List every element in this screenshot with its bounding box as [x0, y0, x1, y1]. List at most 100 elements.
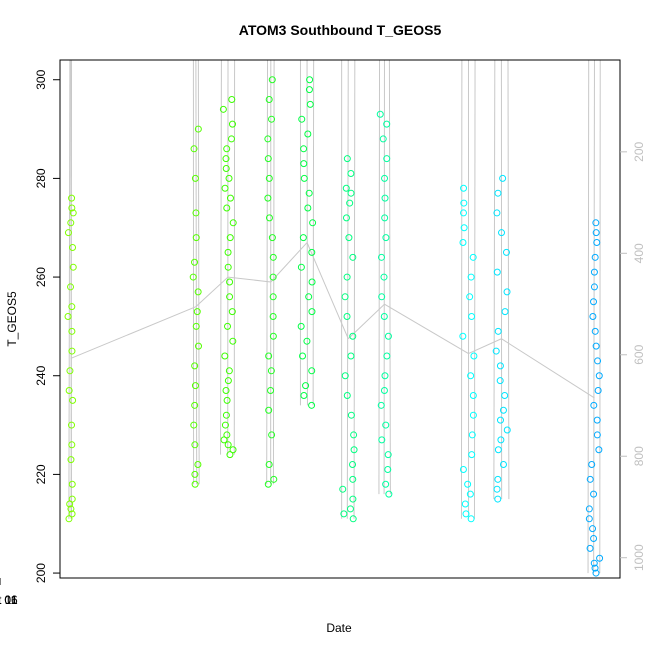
profile-line	[195, 59, 198, 485]
y-tick-label: 300	[34, 69, 48, 89]
data-point	[268, 431, 276, 439]
data-point	[590, 559, 598, 567]
data-point	[383, 155, 391, 163]
data-point	[590, 298, 598, 306]
profile-line	[312, 59, 315, 406]
profile-line	[378, 59, 381, 495]
y-tick-label: 280	[34, 168, 48, 188]
secondary-y-tick-label: 400	[632, 243, 646, 263]
data-point	[460, 199, 468, 207]
data-point	[382, 421, 390, 429]
data-point	[300, 174, 308, 182]
data-point	[229, 219, 237, 227]
data-point	[303, 337, 311, 345]
data-point	[69, 209, 77, 217]
data-point	[69, 263, 77, 271]
data-point	[462, 510, 470, 518]
data-point	[342, 184, 350, 192]
data-point	[496, 377, 504, 385]
data-point	[585, 505, 593, 513]
data-point	[297, 322, 305, 330]
data-point	[503, 426, 511, 434]
data-point	[350, 446, 358, 454]
data-point	[384, 451, 392, 459]
data-point	[501, 308, 509, 316]
data-point	[308, 401, 316, 409]
chart-title: ATOM3 Southbound T_GEOS5	[239, 22, 442, 38]
data-point	[345, 234, 353, 242]
data-point	[349, 461, 357, 469]
data-point	[590, 401, 598, 409]
data-point	[469, 391, 477, 399]
data-point	[384, 332, 392, 340]
data-point	[379, 135, 387, 143]
data-point	[309, 219, 317, 227]
data-point	[221, 421, 229, 429]
data-point	[376, 110, 384, 118]
data-point	[302, 382, 310, 390]
secondary-y-tick-label: 600	[632, 344, 646, 364]
data-point	[378, 293, 386, 301]
transit-line	[468, 338, 502, 354]
data-point	[268, 115, 276, 123]
data-point	[192, 209, 200, 217]
data-point	[342, 214, 350, 222]
data-point	[467, 515, 475, 523]
data-point	[191, 382, 199, 390]
data-point	[191, 401, 199, 409]
data-point	[595, 446, 603, 454]
data-point	[67, 456, 75, 464]
data-point	[267, 367, 275, 375]
profile-line	[197, 59, 200, 485]
data-point	[192, 234, 200, 242]
data-point	[221, 352, 229, 360]
data-point	[591, 327, 599, 335]
data-point	[269, 313, 277, 321]
data-point	[380, 387, 388, 395]
data-point	[586, 475, 594, 483]
data-point	[66, 367, 74, 375]
data-point	[308, 308, 316, 316]
data-point	[377, 401, 385, 409]
data-point	[304, 130, 312, 138]
data-point	[459, 332, 467, 340]
data-point	[501, 391, 509, 399]
data-point	[343, 273, 351, 281]
data-point	[228, 308, 236, 316]
data-point	[496, 362, 504, 370]
profile-line	[593, 59, 595, 574]
data-point	[585, 515, 593, 523]
data-point	[229, 337, 237, 345]
data-point	[502, 248, 510, 256]
data-point	[343, 313, 351, 321]
data-point	[265, 461, 273, 469]
data-point	[300, 160, 308, 168]
data-point	[592, 569, 600, 577]
data-point	[268, 76, 276, 84]
data-point	[592, 342, 600, 350]
data-point	[69, 396, 77, 404]
data-point	[468, 451, 476, 459]
data-point	[343, 155, 351, 163]
transit-line	[384, 303, 469, 354]
profile-line	[266, 59, 269, 485]
data-point	[499, 406, 507, 414]
data-points	[64, 76, 604, 577]
data-point	[190, 145, 198, 153]
data-point	[229, 446, 237, 454]
data-point	[67, 219, 75, 227]
data-point	[264, 480, 272, 488]
data-point	[265, 352, 273, 360]
data-point	[265, 95, 273, 103]
data-point	[341, 372, 349, 380]
data-point	[308, 248, 316, 256]
data-point	[68, 204, 76, 212]
data-point	[346, 199, 354, 207]
data-point	[305, 86, 313, 94]
data-point	[381, 194, 389, 202]
data-point	[194, 125, 202, 133]
data-point	[305, 293, 313, 301]
data-point	[464, 480, 472, 488]
profile-line	[272, 59, 275, 485]
data-point	[304, 204, 312, 212]
